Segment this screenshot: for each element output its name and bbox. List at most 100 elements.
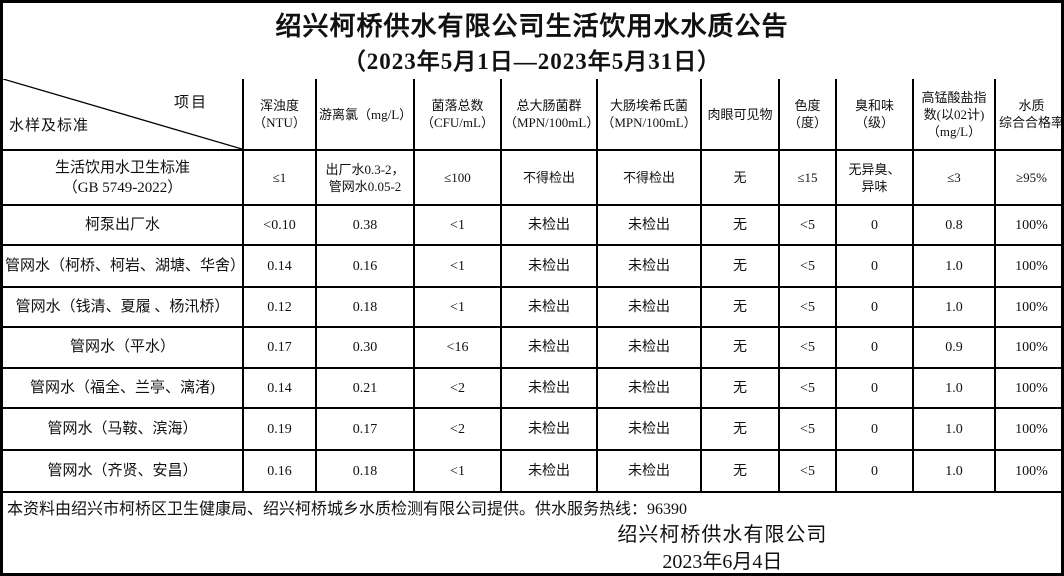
value-cell: 0.12: [242, 286, 317, 328]
value-cell: 未检出: [500, 326, 598, 369]
value-cell: 未检出: [596, 367, 702, 409]
value-cell: 无: [700, 204, 780, 246]
value-cell: 1.0: [912, 449, 996, 493]
value-cell: 1.0: [912, 407, 996, 451]
value-cell: 0.17: [242, 326, 317, 369]
row-label-cell: 管网水（齐贤、安昌）: [3, 449, 244, 493]
value-cell: <5: [778, 204, 837, 246]
value-cell: 无异臭、 异味: [835, 149, 914, 206]
row-label-cell: 柯泵出厂水: [3, 204, 244, 246]
value-cell: 不得检出: [596, 149, 702, 206]
value-cell: 未检出: [596, 244, 702, 288]
value-cell: 1.0: [912, 244, 996, 288]
value-cell: 无: [700, 244, 780, 288]
table-row: 柯泵出厂水 <0.10 0.38 <1 未检出 未检出无 <5 0 0.8 100%: [3, 204, 1061, 246]
value-cell: ≤3: [912, 149, 996, 206]
value-cell: ≤100: [413, 149, 502, 206]
value-cell: 无: [700, 367, 780, 409]
page-subtitle: （2023年5月1日—2023年5月31日）: [342, 49, 722, 74]
corner-cell: 项目 水样及标准: [3, 79, 244, 151]
value-cell: <2: [413, 367, 502, 409]
column-header-free-chlorine: 游离氯（mg/L）: [315, 79, 415, 151]
signature-block: 绍兴柯桥供水有限公司 2023年6月4日: [405, 521, 1040, 573]
value-cell: 0: [835, 286, 914, 328]
value-cell: 无: [700, 449, 780, 493]
value-cell: 未检出: [596, 449, 702, 493]
value-cell: 0.14: [242, 367, 317, 409]
value-cell: 0: [835, 244, 914, 288]
value-cell: 无: [700, 326, 780, 369]
table-row: 管网水（平水） 0.17 0.30 <16 未检出 未检出无 <5 0 0.9 100%: [3, 326, 1061, 369]
row-label-cell: 管网水（柯桥、柯岩、湖塘、华舍）: [3, 244, 244, 288]
value-cell: 1.0: [912, 367, 996, 409]
value-cell: 未检出: [500, 204, 598, 246]
value-cell: 100%: [994, 286, 1061, 328]
header-row: 项目 水样及标准 浑浊度 （NTU） 游离氯（mg/L） 菌落总数 （CFU/m…: [3, 79, 1061, 151]
value-cell: 未检出: [500, 449, 598, 493]
corner-label-sample: 水样及标准: [9, 118, 90, 134]
value-cell: 无: [700, 407, 780, 451]
value-cell: 0.16: [315, 244, 415, 288]
value-cell: 未检出: [500, 286, 598, 328]
value-cell: <5: [778, 244, 837, 288]
column-header-chroma: 色度 （度）: [778, 79, 837, 151]
column-header-odor: 臭和味 （级）: [835, 79, 914, 151]
value-cell: <5: [778, 449, 837, 493]
value-cell: 1.0: [912, 286, 996, 328]
table-row: 管网水（柯桥、柯岩、湖塘、华舍） 0.14 0.16 <1 未检出 未检出无 <5 0 1.0 1…: [3, 244, 1061, 288]
value-cell: 未检出: [500, 407, 598, 451]
diagonal-line: [3, 79, 242, 149]
value-cell: <0.10: [242, 204, 317, 246]
row-label-cell: 管网水（平水）: [3, 326, 244, 369]
column-header-pass-rate: 水质 综合合格率: [994, 79, 1061, 151]
signature-date: 2023年6月4日: [662, 551, 783, 573]
title-block: 绍兴柯桥供水有限公司生活饮用水水质公告 （2023年5月1日—2023年5月31…: [3, 3, 1061, 79]
value-cell: 0.19: [242, 407, 317, 451]
column-header-visible-matter: 肉眼可见物: [700, 79, 780, 151]
value-cell: 未检出: [596, 204, 702, 246]
value-cell: <1: [413, 204, 502, 246]
value-cell: 100%: [994, 204, 1061, 246]
table-row: 管网水（钱清、夏履 、杨汛桥） 0.12 0.18 <1 未检出 未检出无 <5 0 1.0 10…: [3, 286, 1061, 328]
page-title: 绍兴柯桥供水有限公司生活饮用水水质公告: [275, 12, 789, 41]
value-cell: 0.18: [315, 449, 415, 493]
value-cell: 0.9: [912, 326, 996, 369]
value-cell: 100%: [994, 326, 1061, 369]
value-cell: 0.38: [315, 204, 415, 246]
value-cell: 100%: [994, 244, 1061, 288]
value-cell: 无: [700, 149, 780, 206]
footer-block: 本资料由绍兴市柯桥区卫生健康局、绍兴柯桥城乡水质检测有限公司提供。供水服务热线：…: [3, 493, 1061, 573]
row-label-cell: 管网水（马鞍、滨海）: [3, 407, 244, 451]
value-cell: <16: [413, 326, 502, 369]
value-cell: <5: [778, 286, 837, 328]
column-header-permanganate-index: 高锰酸盐指 数(以02计) （mg/L）: [912, 79, 996, 151]
value-cell: 100%: [994, 449, 1061, 493]
value-cell: 未检出: [500, 367, 598, 409]
footer-note: 本资料由绍兴市柯桥区卫生健康局、绍兴柯桥城乡水质检测有限公司提供。供水服务热线：…: [7, 501, 688, 518]
value-cell: 0: [835, 449, 914, 493]
value-cell: 0: [835, 326, 914, 369]
value-cell: ≤15: [778, 149, 837, 206]
column-header-ecoli: 大肠埃希氏菌 （MPN/100mL）: [596, 79, 702, 151]
value-cell: 0.16: [242, 449, 317, 493]
value-cell: <5: [778, 407, 837, 451]
table-row: 生活饮用水卫生标准 （GB 5749-2022） ≤1 出厂水0.3-2， 管网水0…: [3, 149, 1061, 206]
row-label-cell: 管网水（钱清、夏履 、杨汛桥）: [3, 286, 244, 328]
value-cell: 不得检出: [500, 149, 598, 206]
table-body: 生活饮用水卫生标准 （GB 5749-2022） ≤1 出厂水0.3-2， 管网水0…: [3, 149, 1061, 493]
signature-company: 绍兴柯桥供水有限公司: [617, 524, 828, 546]
value-cell: 100%: [994, 407, 1061, 451]
row-label-cell: 生活饮用水卫生标准 （GB 5749-2022）: [3, 149, 244, 206]
value-cell: 未检出: [596, 286, 702, 328]
value-cell: 0: [835, 407, 914, 451]
value-cell: 0.17: [315, 407, 415, 451]
column-header-total-coliform: 总大肠菌群 （MPN/100mL）: [500, 79, 598, 151]
row-label-cell: 管网水（福全、兰亭、漓渚): [3, 367, 244, 409]
value-cell: 出厂水0.3-2， 管网水0.05-2: [315, 149, 415, 206]
value-cell: 0.18: [315, 286, 415, 328]
table-row: 管网水（马鞍、滨海） 0.19 0.17 <2 未检出 未检出无 <5 0 1.0 100%: [3, 407, 1061, 451]
water-quality-table: 项目 水样及标准 浑浊度 （NTU） 游离氯（mg/L） 菌落总数 （CFU/m…: [3, 79, 1061, 493]
value-cell: <2: [413, 407, 502, 451]
value-cell: ≥95%: [994, 149, 1061, 206]
